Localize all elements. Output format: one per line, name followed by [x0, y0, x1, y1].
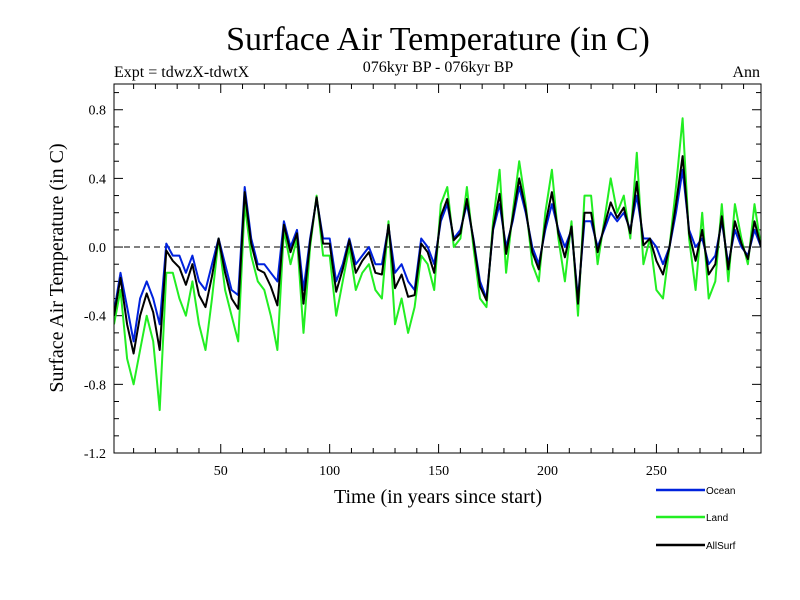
- y-tick-label: -0.4: [84, 310, 106, 325]
- y-tick-label: -1.2: [84, 447, 106, 462]
- period-label: 076kyr BP - 076kyr BP: [363, 59, 514, 76]
- series-lines: [114, 117, 761, 412]
- y-axis-title: Surface Air Temperature (in C): [46, 143, 68, 392]
- axis-ticks: 50 100 150 200 250 -1.2 -0.8 -0.4 0.0 0.4 0.8: [84, 84, 761, 479]
- chart-title: Surface Air Temperature (in C): [226, 21, 650, 58]
- y-tick-label: 0.4: [89, 172, 107, 187]
- legend-label-ocean: Ocean: [706, 486, 735, 497]
- x-tick-label: 100: [319, 464, 340, 479]
- x-tick-label: 200: [537, 464, 558, 479]
- plot-frame: [113, 83, 762, 454]
- series-line-allsurf: [114, 155, 761, 355]
- x-axis-title: Time (in years since start): [334, 486, 542, 508]
- legend-label-allsurf: AllSurf: [706, 541, 736, 552]
- y-tick-label: 0.8: [89, 104, 107, 119]
- legend-label-land: Land: [706, 513, 728, 524]
- legend: Ocean Land AllSurf: [656, 486, 736, 552]
- y-tick-label: 0.0: [89, 241, 107, 256]
- x-tick-label: 50: [214, 464, 228, 479]
- y-tick-label: -0.8: [84, 378, 106, 393]
- experiment-label: Expt = tdwzX-tdwtX: [114, 64, 250, 81]
- x-tick-label: 150: [428, 464, 449, 479]
- season-label: Ann: [732, 64, 760, 81]
- x-tick-label: 250: [646, 464, 667, 479]
